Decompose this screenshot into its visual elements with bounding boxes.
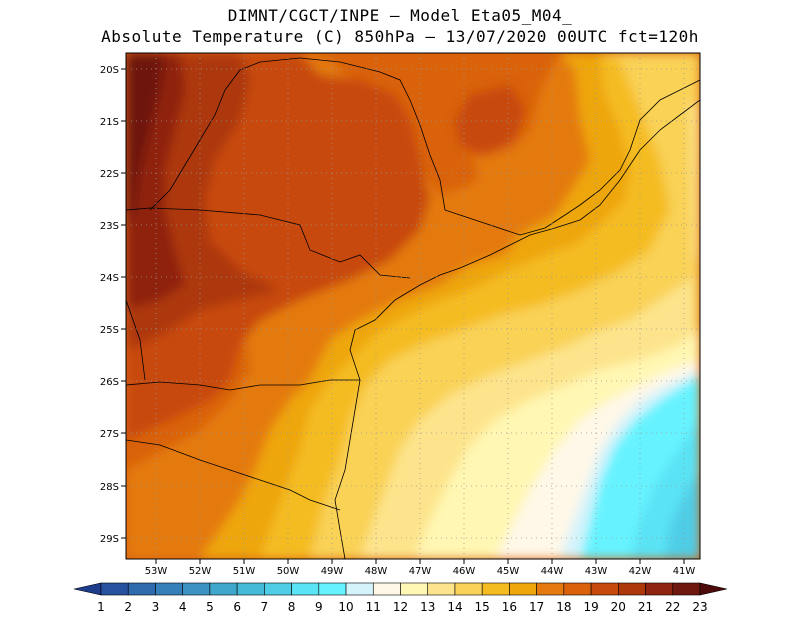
lat-label: 28S	[100, 482, 119, 493]
lat-label: 20S	[100, 65, 119, 76]
colorbar-label: 3	[152, 600, 160, 614]
colorbar-arrow-low	[73, 582, 102, 596]
state-border-ms-sp	[149, 57, 301, 211]
state-border-sc-rs	[126, 439, 341, 511]
state-border-pr-sc	[126, 379, 360, 391]
colorbar-swatch	[563, 582, 592, 596]
colorbar-label: 23	[692, 600, 707, 614]
colorbar: 1 2 3 4 5 6 7 8 9 10 11 12 13 14 15 16 17 18 19 20 21 22 23	[73, 582, 728, 614]
colorbar-swatch	[318, 582, 347, 596]
paraguay-border	[126, 299, 146, 381]
colorbar-swatch	[182, 582, 211, 596]
colorbar-swatch	[454, 582, 483, 596]
title-line-2: Absolute Temperature (C) 850hPa – 13/07/…	[101, 27, 699, 46]
lat-label: 26S	[100, 377, 119, 388]
band-23c	[126, 53, 165, 230]
colorbar-label: 13	[420, 600, 435, 614]
longitude-labels: 53W 52W 51W 50W 49W 48W 47W 46W 45W 44W …	[145, 566, 696, 577]
lon-label: 47W	[409, 566, 432, 577]
colorbar-label: 8	[288, 600, 296, 614]
state-border-sp-mg	[299, 57, 601, 236]
colorbar-swatch	[618, 582, 646, 596]
colorbar-label: 10	[338, 600, 353, 614]
colorbar-label: 22	[665, 600, 680, 614]
lat-label: 23S	[100, 221, 119, 232]
axis-ticks	[121, 68, 685, 564]
lon-label: 50W	[277, 566, 300, 577]
colorbar-swatch	[590, 582, 619, 596]
colorbar-swatch	[127, 582, 156, 596]
colorbar-label: 9	[315, 600, 323, 614]
lat-label: 29S	[100, 534, 119, 545]
colorbar-label: 1	[97, 600, 105, 614]
lon-label: 53W	[145, 566, 168, 577]
title-line-1: DIMNT/CGCT/INPE – Model Eta05_M04_	[227, 6, 573, 25]
temperature-field	[126, 53, 700, 559]
lon-label: 48W	[365, 566, 388, 577]
lon-label: 42W	[629, 566, 652, 577]
colorbar-swatch	[400, 582, 429, 596]
colorbar-swatch	[481, 582, 510, 596]
lon-label: 49W	[321, 566, 344, 577]
band-20c-east	[455, 85, 525, 155]
colorbar-swatch	[645, 582, 674, 596]
colorbar-label: 5	[206, 600, 214, 614]
state-border-mg-es	[599, 79, 700, 191]
latitude-labels: 20S 21S 22S 23S 24S 25S 26S 27S 28S 29S	[100, 65, 119, 545]
colorbar-swatch	[155, 582, 183, 596]
colorbar-swatch	[509, 582, 537, 596]
colorbar-swatch	[672, 582, 701, 596]
coastline-and-borders	[126, 57, 700, 559]
colorbar-label: 11	[366, 600, 381, 614]
lat-label: 21S	[100, 117, 119, 128]
colorbar-arrow-high	[699, 582, 728, 596]
colorbar-swatch	[427, 582, 456, 596]
colorbar-swatch	[536, 582, 565, 596]
colorbar-swatch	[264, 582, 292, 596]
colorbar-label: 12	[393, 600, 408, 614]
colorbar-label: 6	[233, 600, 241, 614]
lon-label: 41W	[673, 566, 696, 577]
lon-label: 51W	[233, 566, 256, 577]
colorbar-label: 2	[124, 600, 132, 614]
lon-label: 43W	[585, 566, 608, 577]
band-8c	[665, 470, 700, 559]
lat-label: 22S	[100, 169, 119, 180]
colorbar-label: 21	[638, 600, 653, 614]
lon-label: 46W	[453, 566, 476, 577]
colorbar-label: 7	[261, 600, 269, 614]
state-border-pr-sp	[126, 207, 411, 279]
colorbar-swatch	[209, 582, 238, 596]
colorbar-label: 4	[179, 600, 187, 614]
colorbar-label: 18	[556, 600, 571, 614]
colorbar-label: 20	[611, 600, 626, 614]
colorbar-label: 16	[502, 600, 517, 614]
lon-label: 45W	[497, 566, 520, 577]
lon-label: 52W	[189, 566, 212, 577]
colorbar-swatch	[291, 582, 320, 596]
lon-label: 44W	[541, 566, 564, 577]
colorbar-swatch	[236, 582, 265, 596]
lat-label: 27S	[100, 429, 119, 440]
colorbar-label: 17	[529, 600, 544, 614]
lat-label: 25S	[100, 325, 119, 336]
colorbar-label: 19	[583, 600, 598, 614]
colorbar-label: 15	[475, 600, 490, 614]
colorbar-swatch	[372, 582, 401, 596]
colorbar-label: 14	[447, 600, 462, 614]
lat-label: 24S	[100, 273, 119, 284]
colorbar-swatch	[345, 582, 374, 596]
atlantic-coastline	[334, 99, 700, 559]
graticule	[126, 53, 700, 559]
map-frame	[125, 52, 701, 560]
colorbar-swatch	[100, 582, 129, 596]
